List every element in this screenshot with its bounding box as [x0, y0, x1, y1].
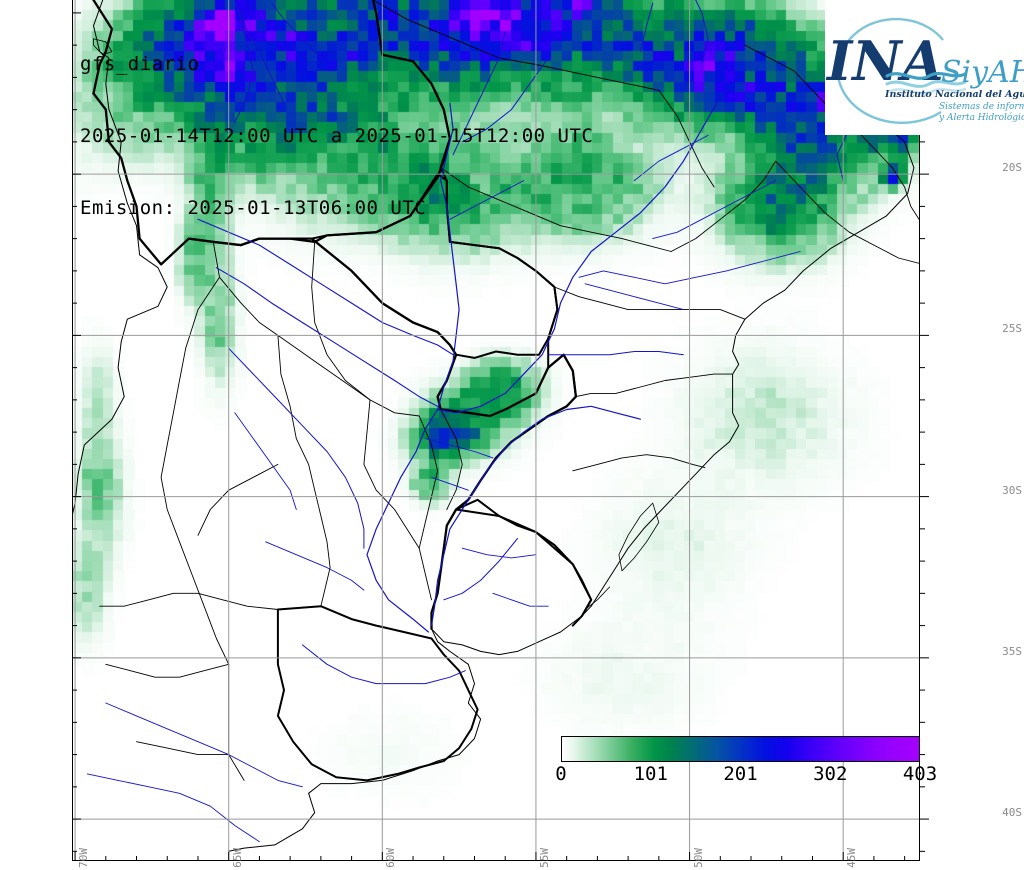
- emission-time: Emision: 2025-01-13T06:00 UTC: [80, 197, 427, 219]
- axis-label-lon-50W: 50W: [691, 848, 705, 868]
- axis-label-lat-35S: 35S: [1002, 644, 1022, 658]
- border-catamarca-larioja: [160, 276, 230, 665]
- river-paranapanema: [584, 283, 684, 311]
- border-sp-mg: [670, 160, 777, 252]
- institute-name: Instituto Nacional del Agua: [884, 89, 1024, 100]
- axis-label-lon-60W: 60W: [384, 848, 398, 868]
- border-mg-rj: [775, 160, 920, 265]
- border-mt-ms: [372, 0, 660, 91]
- axis-label-lon-65W: 65W: [230, 848, 244, 868]
- border-santafe-entrerios: [363, 399, 420, 549]
- border-go-mg2: [744, 44, 832, 111]
- axis-label-lat-40S: 40S: [1002, 806, 1022, 820]
- border-formosa-chaco: [311, 241, 420, 417]
- river-tiete: [578, 251, 801, 285]
- border-pr-sc: [575, 373, 734, 398]
- river-uy-interior: [461, 547, 537, 559]
- river-iguazu: [547, 351, 684, 356]
- colorbar-tick-0: 0: [555, 763, 567, 785]
- colorbar-tick-1: 101: [633, 763, 668, 785]
- border-sc-rs: [572, 454, 706, 472]
- graticule-layer: [72, 0, 920, 861]
- border-mendoza-south: [105, 663, 230, 678]
- axis-label-lat-30S: 30S: [1002, 483, 1022, 497]
- river-salado-bsas: [301, 644, 466, 685]
- river-mamore: [234, 0, 254, 124]
- axis-label-lat-20S: 20S: [1002, 161, 1022, 175]
- border-buenos-aires-province: [276, 605, 479, 782]
- river-tocantins: [695, 0, 709, 65]
- system-line-1: Sistemas de información: [939, 101, 1024, 112]
- border-bolivia-north: [92, 0, 114, 95]
- border-brazil-west: [372, 0, 577, 398]
- river-grande-br: [652, 180, 777, 240]
- colorbar-tick-2: 201: [723, 763, 758, 785]
- geography-layer: [72, 0, 920, 852]
- border-mendoza-sanluis: [99, 592, 279, 610]
- axis-label-lat-25S: 25S: [1002, 322, 1022, 336]
- border-mg-es: [830, 109, 920, 222]
- border-pr-sp: [553, 286, 746, 320]
- river-negro-ar: [86, 773, 260, 843]
- colorbar: 0 101 201 302 403: [555, 736, 937, 787]
- model-name: gfs_diario: [80, 53, 200, 75]
- border-santiago-cordoba: [277, 334, 331, 607]
- header-text-block: gfs_diario 2025-01-14T12:00 UTC a 2025-0…: [80, 4, 593, 268]
- colorbar-tick-3: 302: [813, 763, 848, 785]
- border-chile-argentina: [72, 0, 168, 611]
- precipitation-raster: [72, 0, 920, 861]
- lagoa-dos-patos: [618, 502, 660, 572]
- border-salta-chaco: [212, 241, 371, 401]
- system-line-2: y Alerta Hidrológico: [938, 112, 1024, 123]
- axis-label-lon-45W: 45W: [845, 848, 859, 868]
- border-brazil-uruguay: [455, 508, 593, 617]
- river-itenez: [271, 2, 322, 59]
- colorbar-gradient: [561, 736, 920, 762]
- map-plot-area: [72, 0, 920, 861]
- river-araguaia: [639, 2, 654, 53]
- axis-label-lon-70W: 70W: [77, 848, 91, 868]
- border-rionegro-north: [136, 741, 230, 756]
- river-uy-interior-2: [492, 592, 549, 607]
- river-paranaiba: [633, 134, 709, 182]
- river-bermejo: [215, 267, 439, 407]
- river-colorado: [105, 702, 303, 788]
- colorbar-tick-4: 403: [902, 763, 938, 785]
- river-uruguay: [430, 405, 641, 627]
- axis-label-lon-55W: 55W: [537, 848, 551, 868]
- ina-acronym: INA: [825, 29, 944, 93]
- lagoa-mirim: [584, 586, 611, 610]
- river-grande-bolivia: [240, 12, 285, 104]
- lake-titicaca: [93, 38, 113, 56]
- river-paraguay-parana: [366, 102, 460, 633]
- coastline-atlantic: [431, 0, 915, 656]
- river-cuiaba: [452, 31, 506, 156]
- river-pilcomayo: [197, 218, 454, 356]
- river-carcarana: [265, 541, 365, 591]
- ina-logo-graphic: INA SiyAH Instituto Nacional del Agua Si…: [825, 0, 1024, 135]
- ina-logo: INA SiyAH Instituto Nacional del Agua Si…: [825, 0, 1024, 135]
- river-rio-negro-uy: [443, 538, 518, 601]
- river-miranda: [449, 180, 525, 220]
- river-salado-norte: [228, 347, 365, 549]
- river-corrientes-2: [431, 476, 469, 491]
- valid-range: 2025-01-14T12:00 UTC a 2025-01-15T12:00 …: [80, 125, 594, 147]
- border-corrientes-entrerios: [418, 415, 439, 601]
- colorbar-tick-labels: 0 101 201 302 403: [555, 763, 937, 787]
- border-ms-sp: [440, 167, 672, 252]
- siyah-product: SiyAH: [941, 55, 1024, 90]
- river-corrientes-1: [424, 438, 494, 459]
